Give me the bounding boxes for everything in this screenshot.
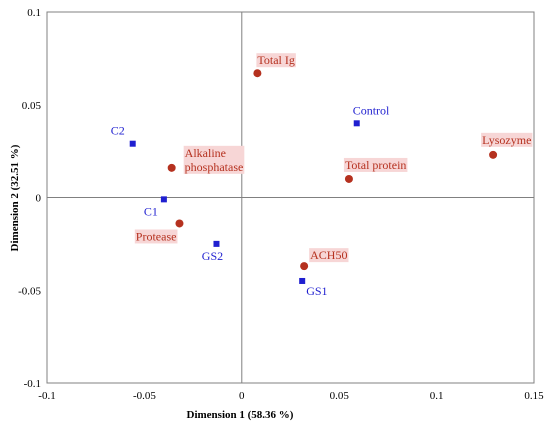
point-control: [353, 120, 360, 127]
y-tick-label: 0.1: [27, 7, 41, 19]
point-c1: [160, 196, 167, 203]
point-c2: [129, 140, 136, 147]
label-ach50: ACH50: [310, 248, 347, 262]
point-protease: [175, 219, 184, 228]
x-tick-labels: -0.1 -0.05 0 0.05 0.1 0.15: [38, 390, 544, 402]
label-c1: C1: [144, 204, 158, 218]
label-lysozyme: Lysozyme: [482, 133, 531, 147]
label-gs1: GS1: [306, 284, 327, 298]
x-tick-label: -0.05: [133, 390, 156, 402]
label-total-ig: Total Ig: [257, 53, 294, 67]
label-alkaline: Alkaline phosphatase: [185, 146, 244, 174]
label-total-protein: Total protein: [345, 158, 406, 172]
x-axis-title: Dimension 1 (58.36 %): [187, 409, 294, 421]
label-highlight: [183, 145, 245, 174]
point-ach50: [300, 262, 309, 271]
x-tick-label: 0: [239, 390, 245, 402]
label-highlight: [343, 157, 408, 172]
x-tick-label: 0.05: [330, 390, 350, 402]
label-highlight: [134, 229, 178, 244]
data-points: C2 C1 GS2 GS1 Control Total Ig Alkaline phospha…: [111, 53, 533, 298]
y-tick-labels: -0.1 -0.05 0 0.05 0.1: [18, 7, 41, 390]
y-tick-label: 0.05: [22, 100, 42, 112]
label-highlight: [309, 248, 349, 263]
x-tick-label: 0.15: [524, 390, 544, 402]
label-protease: Protease: [136, 229, 177, 243]
label-c2: C2: [111, 124, 125, 138]
point-total-protein: [344, 174, 353, 183]
point-total-ig: [253, 69, 262, 78]
point-gs2: [213, 240, 220, 247]
y-tick-label: 0: [36, 193, 42, 205]
x-tick-label: 0.1: [430, 390, 444, 402]
y-tick-label: -0.05: [18, 285, 41, 297]
label-highlight: [481, 132, 533, 147]
label-highlight: [256, 53, 296, 68]
point-gs1: [299, 277, 306, 284]
x-tick-label: -0.1: [38, 390, 55, 402]
y-tick-label: -0.1: [24, 378, 41, 390]
point-alkaline: [167, 163, 176, 172]
label-control: Control: [353, 103, 390, 117]
point-lysozyme: [489, 150, 498, 159]
y-axis-title: Dimension 2 (32.51 %): [9, 144, 21, 251]
label-gs2: GS2: [202, 249, 223, 263]
